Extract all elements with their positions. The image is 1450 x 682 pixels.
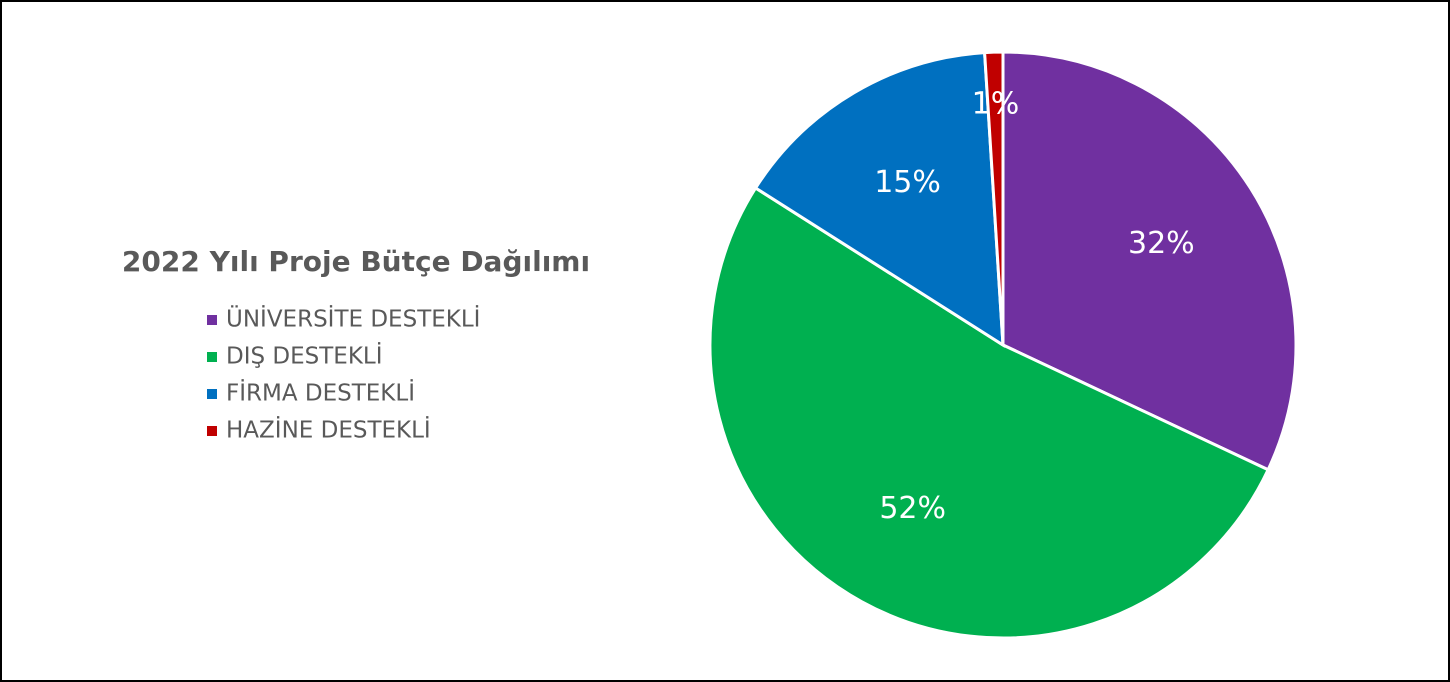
pie-slice [983,50,1005,346]
chart-title: 2022 Yılı Proje Bütçe Dağılımı [122,245,590,278]
pie-slice [708,185,1271,640]
legend-label: FİRMA DESTEKLİ [226,379,415,407]
legend-label: ÜNİVERSİTE DESTEKLİ [226,305,480,333]
data-label: 1% [972,86,1020,121]
data-label: 15% [874,165,941,200]
data-label: 32% [1128,226,1195,261]
pie-slice [753,50,1005,348]
legend-label: DIŞ DESTEKLİ [226,342,383,370]
legend-swatch [207,352,217,362]
legend-label: HAZİNE DESTEKLİ [226,416,431,444]
legend-swatch [207,426,217,436]
data-label: 52% [879,491,946,526]
pie-slice [1001,50,1298,472]
legend-swatch [207,389,217,399]
legend-swatch [207,315,217,325]
